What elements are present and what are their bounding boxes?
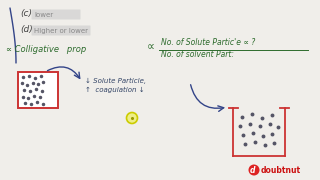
Text: d: d	[250, 166, 255, 175]
Text: No. of Solute Partic'e ∝ ?: No. of Solute Partic'e ∝ ?	[161, 38, 255, 47]
Circle shape	[249, 165, 260, 176]
Circle shape	[126, 112, 138, 123]
Text: Higher or lower: Higher or lower	[34, 28, 88, 33]
Text: (c): (c)	[20, 9, 32, 18]
Text: doubtnut: doubtnut	[261, 166, 301, 175]
Text: lower: lower	[34, 12, 53, 17]
Text: (d): (d)	[20, 25, 33, 34]
Text: ↓ Solute Particle,: ↓ Solute Particle,	[85, 78, 146, 84]
Text: No. of solvent Part:: No. of solvent Part:	[161, 50, 234, 59]
FancyBboxPatch shape	[31, 10, 81, 19]
FancyBboxPatch shape	[31, 26, 91, 35]
Text: ∝: ∝	[147, 42, 155, 52]
Bar	[18, 72, 58, 108]
Text: ↑  coagulation ↓: ↑ coagulation ↓	[85, 87, 145, 93]
Text: ∝ Colligative   prop: ∝ Colligative prop	[6, 45, 86, 54]
